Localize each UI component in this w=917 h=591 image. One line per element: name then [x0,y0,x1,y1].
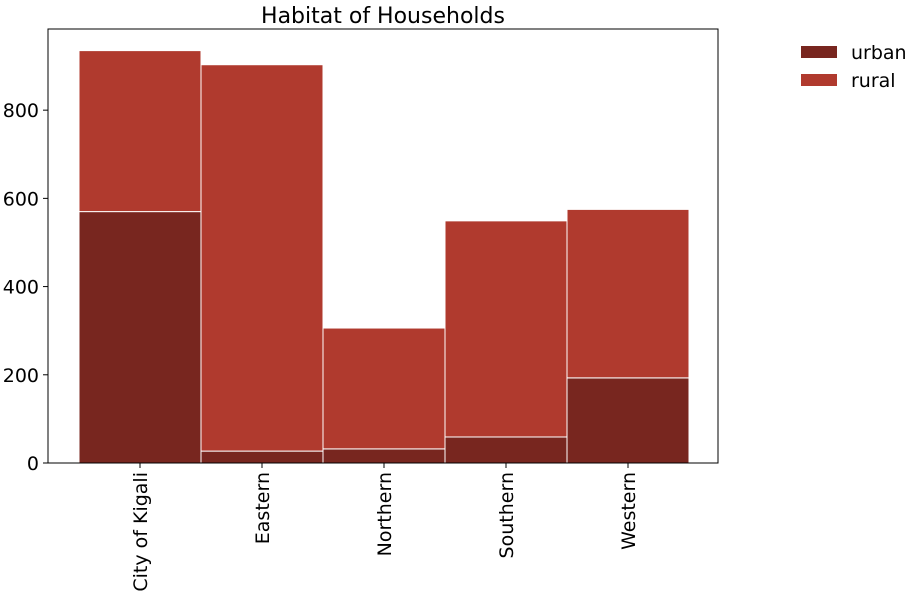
x-tick-label: Southern [496,472,518,558]
bar-rural-city-of-kigali [78,50,202,213]
bar-urban-western [566,377,690,464]
y-tick-label: 0 [27,453,39,475]
bar-urban-northern [322,448,446,464]
plot-frame [47,28,719,464]
x-tick-label: Northern [374,472,396,556]
y-tick-label: 600 [3,188,39,210]
y-tick-label: 800 [3,100,39,122]
legend-label-urban: urban [851,42,907,64]
y-tick-label: 200 [3,365,39,387]
bar-urban-eastern [200,450,324,464]
x-tick-label: Eastern [252,472,274,544]
chart-title: Habitat of Households [261,4,505,29]
y-tick-label: 400 [3,277,39,299]
bar-rural-northern [322,327,446,450]
legend: urban rural [801,42,907,92]
bars [78,50,690,464]
bar-urban-city-of-kigali [78,211,202,464]
legend-swatch-urban [801,46,837,58]
bar-rural-western [566,208,690,379]
y-axis: 0 200 400 600 800 [3,100,48,475]
bar-urban-southern [444,436,568,464]
x-tick-label: City of Kigali [130,472,152,591]
legend-label-rural: rural [851,70,896,92]
x-tick-label: Western [618,472,640,550]
x-axis: City of Kigali Eastern Northern Southern Wes… [130,463,640,591]
legend-swatch-rural [801,74,837,86]
bar-rural-southern [444,220,568,438]
bar-rural-eastern [200,64,324,452]
